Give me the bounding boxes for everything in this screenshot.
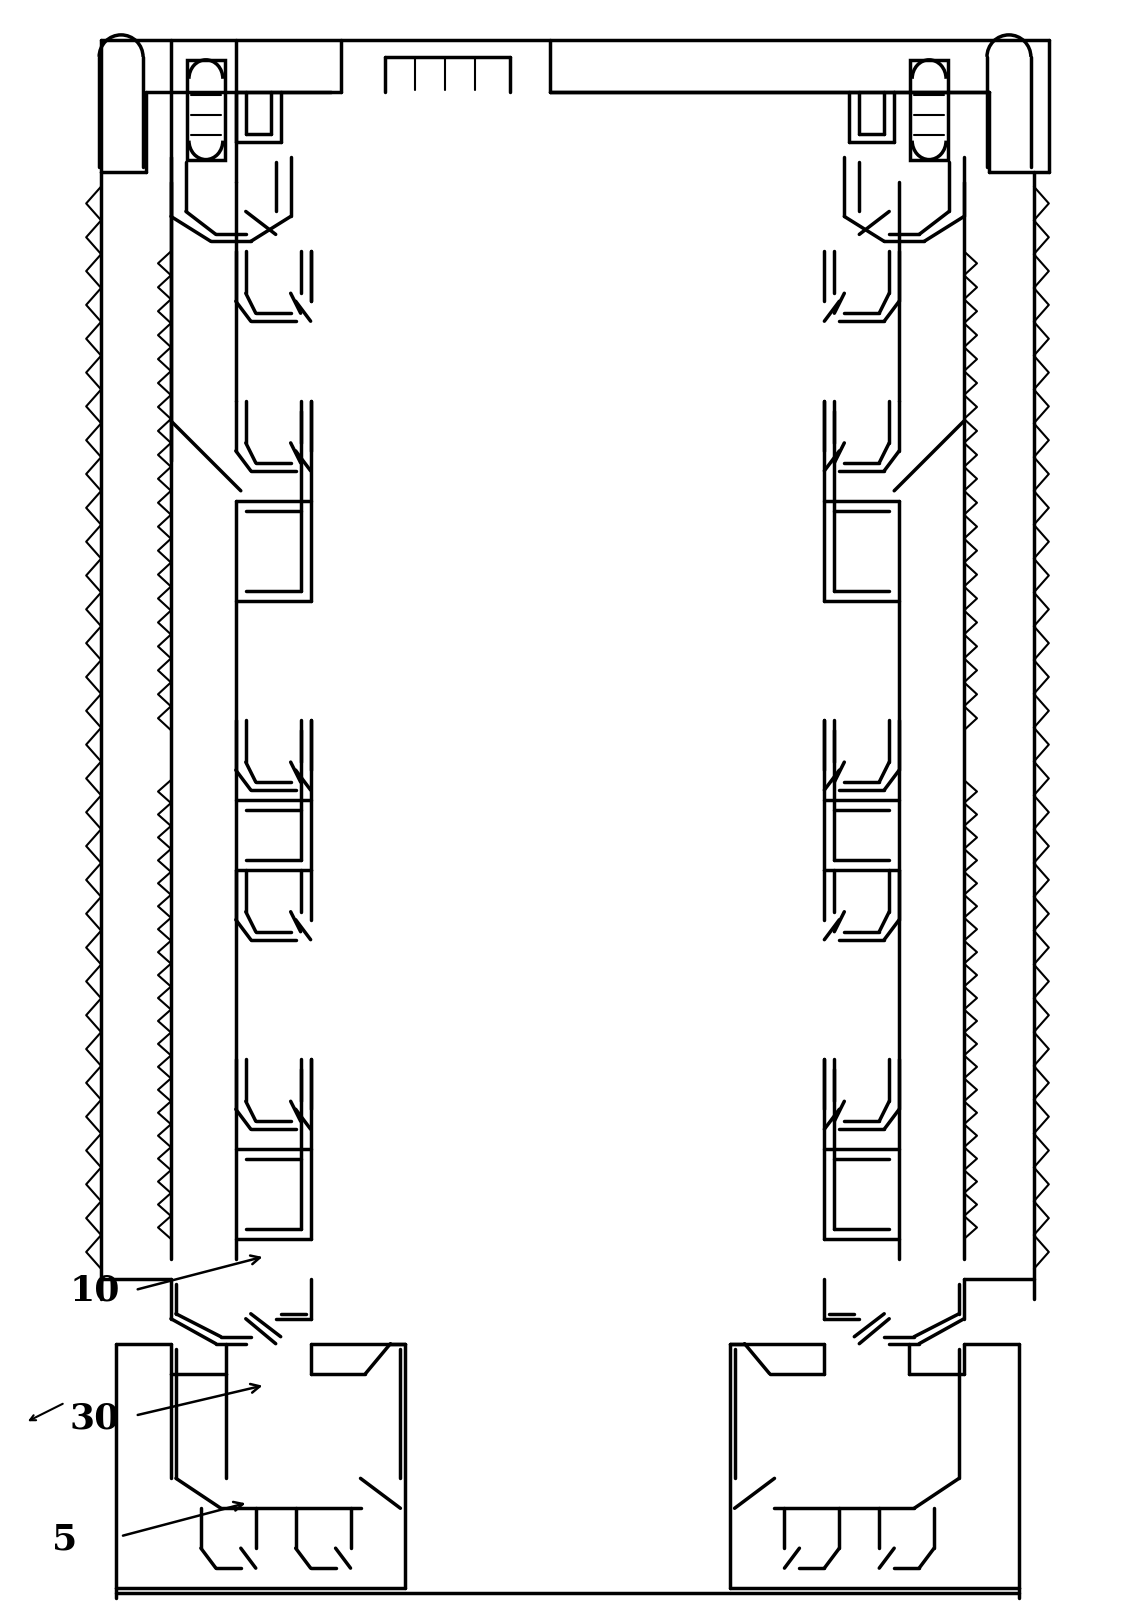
Bar <box>187 60 225 160</box>
Text: 30: 30 <box>69 1403 119 1436</box>
Text: 10: 10 <box>69 1273 120 1307</box>
Bar <box>910 60 948 160</box>
Text: 5: 5 <box>52 1522 77 1556</box>
